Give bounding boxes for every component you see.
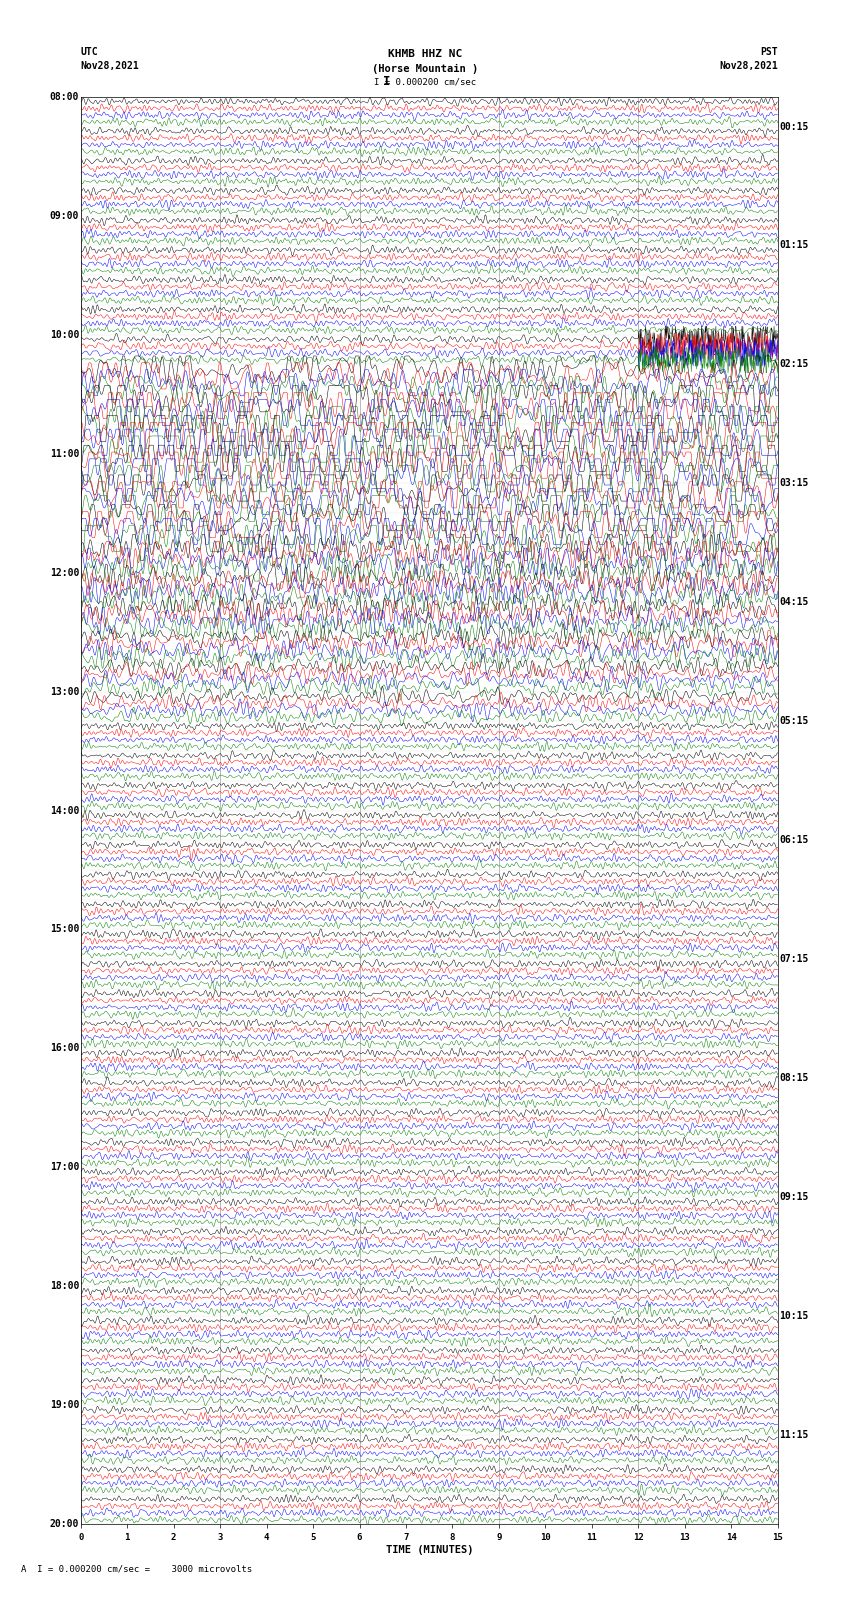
- Text: 18:00: 18:00: [49, 1281, 79, 1292]
- Text: 06:15: 06:15: [779, 836, 809, 845]
- Text: 15:00: 15:00: [49, 924, 79, 934]
- Text: A  I = 0.000200 cm/sec =    3000 microvolts: A I = 0.000200 cm/sec = 3000 microvolts: [21, 1565, 252, 1574]
- Text: (Horse Mountain ): (Horse Mountain ): [371, 63, 478, 74]
- Text: I = 0.000200 cm/sec: I = 0.000200 cm/sec: [374, 77, 476, 87]
- Text: 19:00: 19:00: [49, 1400, 79, 1410]
- Text: 01:15: 01:15: [779, 240, 809, 250]
- Text: PST: PST: [760, 47, 778, 56]
- Text: 10:00: 10:00: [49, 329, 79, 340]
- Text: Nov28,2021: Nov28,2021: [719, 61, 778, 71]
- Text: 08:15: 08:15: [779, 1073, 809, 1084]
- Text: 12:00: 12:00: [49, 568, 79, 577]
- Text: 14:00: 14:00: [49, 805, 79, 816]
- Text: I: I: [383, 74, 390, 89]
- Text: 09:15: 09:15: [779, 1192, 809, 1202]
- Text: 09:00: 09:00: [49, 211, 79, 221]
- Text: Nov28,2021: Nov28,2021: [81, 61, 139, 71]
- X-axis label: TIME (MINUTES): TIME (MINUTES): [386, 1545, 473, 1555]
- Text: 03:15: 03:15: [779, 479, 809, 489]
- Text: 10:15: 10:15: [779, 1311, 809, 1321]
- Text: UTC: UTC: [81, 47, 99, 56]
- Text: 17:00: 17:00: [49, 1163, 79, 1173]
- Text: 05:15: 05:15: [779, 716, 809, 726]
- Text: 11:00: 11:00: [49, 448, 79, 458]
- Text: 20:00: 20:00: [49, 1519, 79, 1529]
- Text: 16:00: 16:00: [49, 1044, 79, 1053]
- Text: 04:15: 04:15: [779, 597, 809, 608]
- Text: 08:00: 08:00: [49, 92, 79, 102]
- Text: 11:15: 11:15: [779, 1431, 809, 1440]
- Text: 02:15: 02:15: [779, 360, 809, 369]
- Text: 00:15: 00:15: [779, 121, 809, 132]
- Text: 07:15: 07:15: [779, 955, 809, 965]
- Text: 13:00: 13:00: [49, 687, 79, 697]
- Text: KHMB HHZ NC: KHMB HHZ NC: [388, 48, 462, 60]
